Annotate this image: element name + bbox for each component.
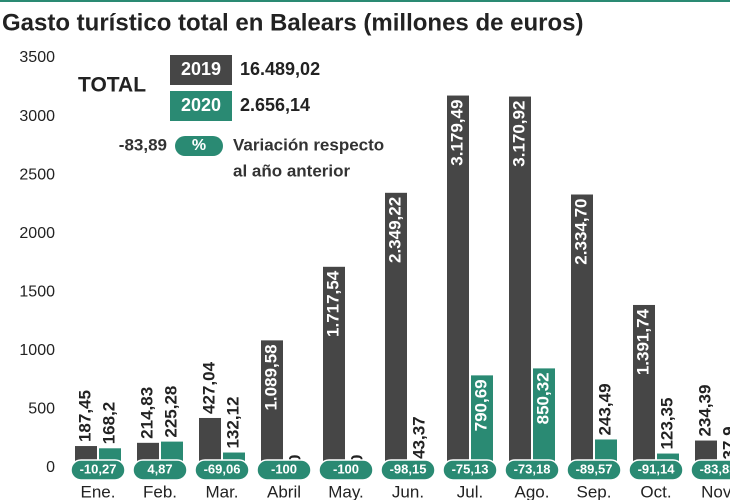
y-tick-label: 1000 [19,342,55,359]
value-label: 123,35 [657,398,676,450]
value-label: 234,39 [695,385,714,437]
value-label: 132,12 [223,397,242,449]
variation-label: -75,13 [452,461,489,476]
bar [323,266,345,468]
bar [571,194,593,468]
variation-pill [690,459,730,481]
value-label: 1.089,58 [261,344,280,410]
bar [509,96,531,468]
bar [533,368,555,468]
variation-label: -83,83 [700,461,730,476]
variation-pill [70,459,126,481]
x-tick-label: May. [328,482,364,500]
value-label: 2.349,22 [385,197,404,263]
variation-pill [175,136,223,156]
bar [199,417,221,468]
legend-total: 16.489,02 [240,59,320,79]
y-tick-label: 3500 [19,49,55,66]
variation-label: -100 [333,461,359,476]
value-label: 225,28 [161,386,180,438]
x-tick-label: Ago. [515,482,550,500]
value-label: 243,49 [595,383,614,435]
variation-pill [194,459,250,481]
legend-label: 2019 [181,59,221,79]
chart-title: Gasto turístico total en Balears (millon… [2,9,583,36]
variation-pill [504,459,560,481]
variation-pill [318,459,374,481]
x-tick-label: Jul. [457,482,483,500]
x-tick-label: Ene. [81,482,116,500]
y-tick-label: 2500 [19,166,55,183]
variation-label: 4,87 [147,461,172,476]
y-tick-label: 1500 [19,284,55,301]
variation-total: -83,89 [119,135,167,154]
x-tick-label: Jun. [392,482,424,500]
variation-label: -98,15 [390,461,427,476]
variation-symbol: % [192,137,206,154]
value-label: 37,9 [719,426,730,459]
bar [385,192,407,468]
x-tick-label: Sep. [577,482,612,500]
value-label: 427,04 [199,361,218,414]
x-tick-label: Nov. [701,482,730,500]
variation-pill [380,459,436,481]
y-tick-label: 0 [46,459,55,476]
value-label: 3.179,49 [447,100,466,166]
value-label: 850,32 [533,372,552,424]
x-tick-label: Mar. [205,482,238,500]
value-label: 1.391,74 [633,308,652,375]
x-tick-label: Feb. [143,482,177,500]
y-tick-label: 500 [28,401,55,418]
bar [261,340,283,468]
value-label: 168,2 [99,402,118,445]
legend-swatch [170,91,232,121]
variation-label: -69,06 [204,461,241,476]
variation-label: -91,14 [638,461,676,476]
y-tick-label: 2000 [19,225,55,242]
bar [633,304,655,468]
value-label: 43,37 [409,416,428,459]
bar [471,375,493,468]
value-label: 1.717,54 [323,270,342,337]
legend-total: 2.656,14 [240,95,310,115]
bar [447,95,469,468]
y-tick-label: 3000 [19,108,55,125]
variation-label: -10,27 [80,461,117,476]
value-label: 790,69 [471,379,490,431]
variation-pill [566,459,622,481]
variation-pill [256,459,312,481]
value-label: 214,83 [137,387,156,439]
variation-label: -73,18 [514,461,551,476]
variation-note: Variación respecto [233,135,384,154]
x-tick-label: Abril [267,482,301,500]
value-label: 2.334,70 [571,199,590,265]
legend-swatch [170,55,232,85]
total-title: TOTAL [78,74,146,97]
variation-pill [132,459,188,481]
legend-label: 2020 [181,95,221,115]
x-tick-label: Oct. [640,482,671,500]
variation-note: al año anterior [233,161,351,180]
variation-pill [442,459,498,481]
value-label: 3.170,92 [509,101,528,167]
value-label: 187,45 [75,390,94,442]
variation-label: -89,57 [576,461,613,476]
variation-label: -100 [271,461,297,476]
variation-pill [628,459,684,481]
